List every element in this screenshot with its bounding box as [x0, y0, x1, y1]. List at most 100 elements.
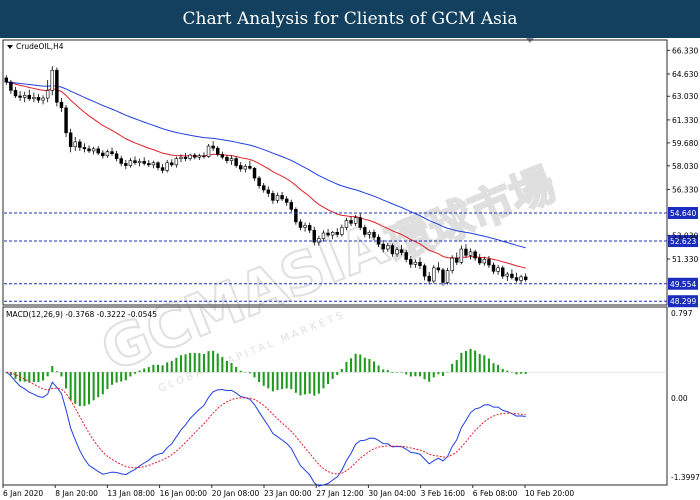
candle-body: [78, 141, 82, 148]
macd-histogram-bar: [23, 372, 26, 382]
macd-indicator: MACD(12,26,9) -0.3768 -0.3222 -0.0545 0.…: [4, 309, 700, 487]
candle-body: [124, 163, 128, 166]
macd-histogram-bar: [170, 361, 173, 373]
candle-body: [395, 249, 399, 255]
candle: [165, 159, 169, 173]
candle: [335, 228, 339, 238]
price-pane-border: [2, 39, 668, 306]
candle: [91, 146, 96, 155]
macd-tick-bottom: -1.3997: [671, 473, 700, 482]
candle: [298, 219, 303, 231]
candle: [119, 155, 123, 167]
macd-histogram-bar: [161, 365, 164, 373]
level-tag-label: 52.623: [670, 237, 696, 246]
macd-histogram-bar: [198, 353, 201, 373]
macd-histogram-bar: [235, 366, 238, 373]
macd-histogram-bar: [368, 359, 371, 373]
candle: [87, 145, 91, 154]
candle: [225, 155, 229, 164]
macd-histogram-bar: [147, 367, 150, 373]
macd-histogram-bar: [377, 365, 380, 373]
time-tick-label: 30 Jan 04:00: [368, 489, 416, 498]
candle: [317, 235, 321, 246]
candle-body: [114, 153, 119, 159]
macd-histogram-bar: [510, 372, 513, 373]
candle: [105, 149, 110, 158]
macd-histogram-bar: [14, 372, 17, 379]
price-tick-label: 56.330: [672, 185, 698, 194]
candle-body: [372, 232, 376, 238]
candle-body: [87, 148, 91, 152]
macd-histogram-bar: [225, 360, 228, 373]
candle: [128, 157, 133, 168]
macd-histogram-bar: [230, 362, 233, 373]
candle-body: [18, 95, 22, 98]
candle-body: [59, 101, 64, 109]
level-tag-label: 49.554: [670, 280, 696, 289]
candle: [4, 75, 9, 85]
macd-histogram-bar: [455, 360, 458, 373]
candle: [344, 217, 349, 231]
macd-histogram-bar: [184, 354, 187, 373]
candle: [358, 213, 362, 231]
candle-body: [147, 163, 151, 166]
candle: [261, 182, 266, 193]
candle-body: [464, 248, 468, 256]
candle: [312, 226, 316, 246]
candle-body: [160, 167, 165, 171]
macd-histogram-bar: [327, 372, 330, 385]
candle-body: [105, 151, 110, 157]
candle: [234, 156, 238, 168]
candle: [183, 153, 188, 162]
candle-body: [326, 232, 330, 236]
macd-histogram-bar: [175, 357, 178, 373]
candle: [137, 158, 142, 167]
time-axis: 6 Jan 2020 8 Jan 20:00 13 Jan 08:00 16 Jan …: [2, 485, 574, 498]
macd-histogram-bar: [506, 370, 509, 373]
candle: [409, 255, 413, 268]
macd-histogram-bar: [391, 372, 394, 373]
candle-body: [399, 249, 404, 253]
candle-body: [128, 160, 133, 166]
candle: [395, 246, 399, 257]
candle-body: [519, 276, 523, 281]
candle-body: [261, 185, 266, 191]
candle-body: [248, 165, 252, 169]
candle: [418, 257, 422, 270]
macd-histogram-bar: [474, 350, 477, 373]
macd-histogram-bar: [464, 350, 467, 373]
time-tick-label: 20 Jan 08:00: [212, 489, 260, 498]
macd-histogram-bar: [299, 372, 302, 396]
candle-body: [188, 154, 192, 159]
candles: [4, 66, 528, 286]
candle-body: [436, 267, 441, 271]
macd-histogram-bar: [267, 372, 270, 389]
candle: [32, 92, 36, 103]
candle: [432, 265, 436, 284]
candle-body: [284, 198, 289, 203]
candle-body: [441, 269, 445, 283]
candle-body: [45, 90, 50, 99]
macd-histogram-bar: [317, 372, 320, 394]
candle-body: [206, 145, 211, 157]
candle: [45, 79, 50, 103]
candle-body: [432, 267, 436, 282]
candle-body: [202, 155, 206, 157]
candle-body: [367, 232, 372, 235]
candle: [41, 95, 45, 105]
candle: [473, 249, 477, 261]
macd-histogram-bar: [441, 372, 444, 376]
macd-histogram-bar: [110, 372, 114, 385]
candle: [147, 159, 151, 167]
candle-body: [193, 154, 197, 158]
candle: [266, 186, 271, 197]
macd-histogram-bar: [55, 371, 58, 373]
candle-body: [363, 227, 367, 235]
macd-histogram-bar: [501, 368, 504, 373]
candle-body: [335, 232, 339, 235]
macd-histogram-bar: [340, 369, 343, 373]
candle: [349, 216, 353, 227]
candle: [478, 253, 482, 266]
price-chart[interactable]: GCMASIA 環球市場 GLOBAL CAPITAL MARKETS 54.6…: [0, 38, 700, 500]
macd-histogram-bar: [520, 372, 523, 374]
